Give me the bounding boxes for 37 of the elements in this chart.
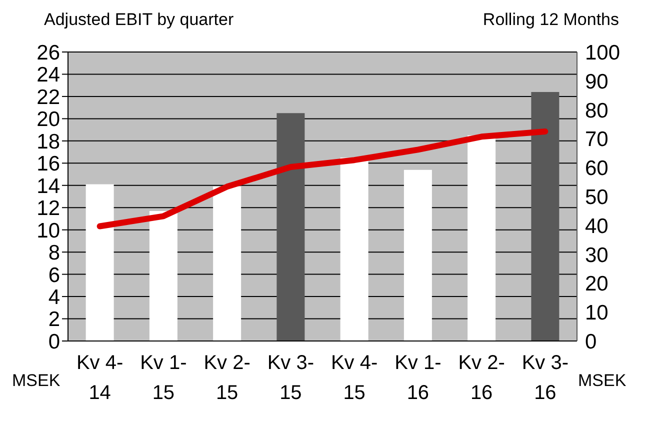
y2-tick-label: 10 — [585, 302, 608, 325]
y2-tick-label: 100 — [585, 41, 620, 64]
y2-tick-label: 0 — [585, 330, 597, 354]
x-tick-label: Kv 3-16 — [522, 352, 569, 404]
chart-title: Adjusted EBIT by quarter — [44, 10, 234, 30]
chart-subtitle: Rolling 12 Months — [482, 10, 619, 30]
y2-tick-label: 60 — [585, 157, 608, 180]
y-tick-label: 12 — [36, 197, 60, 220]
y-tick-label: 20 — [36, 108, 60, 132]
x-tick-label: Kv 3-15 — [267, 352, 314, 404]
y-tick-label: 16 — [36, 152, 60, 176]
y-tick-label: 18 — [36, 130, 60, 154]
y2-tick-label: 90 — [585, 70, 608, 94]
y-tick-label: 8 — [48, 242, 60, 265]
x-tick-label: Kv 1-16 — [394, 352, 442, 404]
y-axis-title: MSEK — [12, 371, 60, 391]
x-tick-label: Kv 4-14 — [76, 352, 124, 404]
y-tick-label: 22 — [36, 86, 60, 109]
y2-axis-title: MSEK — [578, 371, 626, 391]
x-tick-label: Kv 1-15 — [140, 352, 187, 404]
y-tick-label: 26 — [36, 41, 60, 64]
y2-tick-label: 30 — [585, 244, 608, 267]
y-tick-label: 2 — [48, 308, 60, 332]
y-tick-label: 24 — [36, 64, 60, 87]
x-tick-label: Kv 2-16 — [458, 352, 505, 404]
y-tick-label: 0 — [48, 330, 60, 354]
y-tick-label: 6 — [48, 264, 60, 287]
y2-tick-label: 70 — [585, 128, 608, 152]
y-tick-label: 14 — [36, 174, 60, 198]
y2-tick-label: 20 — [585, 272, 608, 296]
y2-tick-label: 50 — [585, 186, 608, 209]
x-tick-label: Kv 4-15 — [330, 352, 378, 404]
y-tick-label: 4 — [48, 286, 60, 309]
y2-tick-label: 40 — [585, 214, 608, 238]
y-tick-label: 10 — [36, 219, 60, 242]
y2-tick-label: 80 — [585, 99, 608, 122]
x-tick-label: Kv 2-15 — [204, 352, 250, 404]
